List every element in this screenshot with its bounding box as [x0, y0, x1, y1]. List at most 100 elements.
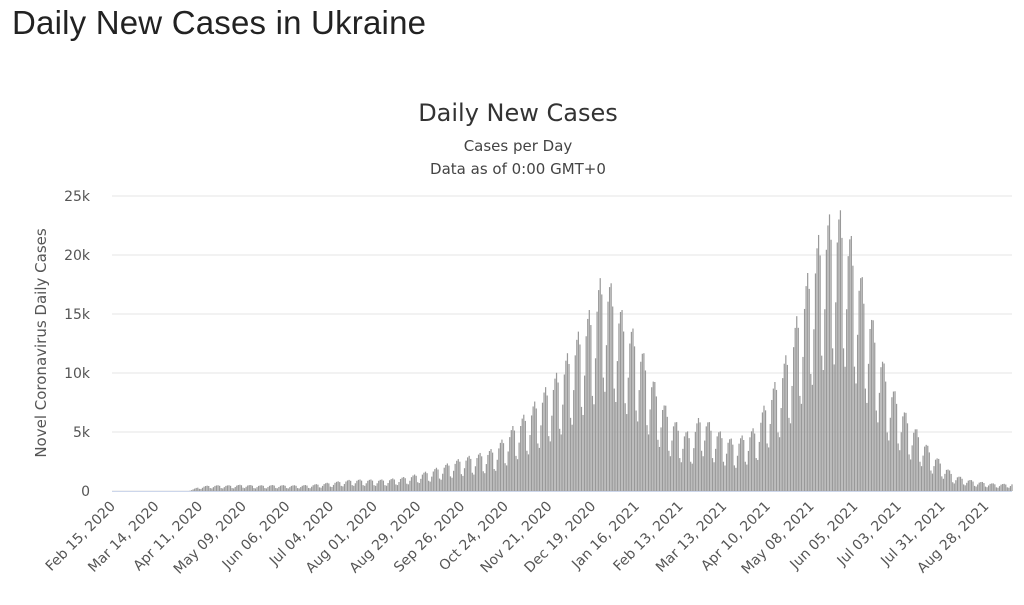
bar — [902, 416, 904, 491]
bar — [835, 302, 837, 491]
bar — [446, 463, 448, 491]
bar — [752, 428, 754, 491]
bar — [928, 452, 930, 491]
bar — [772, 388, 774, 491]
bar — [350, 480, 352, 491]
bar — [491, 452, 494, 491]
bar — [521, 418, 523, 491]
bar — [279, 485, 282, 491]
bar — [967, 480, 969, 491]
bar — [326, 482, 328, 491]
bar — [908, 454, 910, 491]
bar — [215, 485, 218, 491]
y-tick-labels: 0 5k 10k 15k 20k 25k — [64, 189, 91, 500]
bar — [555, 372, 558, 491]
bar — [980, 482, 982, 491]
bar — [226, 485, 229, 491]
bar — [211, 488, 213, 491]
bar — [557, 382, 559, 491]
bar — [543, 392, 545, 491]
bar — [502, 443, 505, 491]
bar — [924, 446, 926, 491]
bar — [1002, 484, 1004, 491]
bar — [353, 485, 355, 491]
bar — [432, 471, 434, 491]
bar — [272, 485, 274, 491]
bar — [1005, 484, 1007, 491]
bar — [403, 477, 405, 491]
bar — [315, 484, 317, 491]
bar — [858, 290, 860, 491]
bar — [849, 239, 851, 491]
bar — [1009, 486, 1012, 491]
bar — [303, 485, 305, 491]
bar — [281, 485, 283, 491]
bar — [251, 485, 253, 491]
bar — [504, 463, 506, 491]
bar — [732, 444, 734, 491]
bar — [389, 480, 391, 491]
bar — [596, 311, 598, 491]
bar — [830, 239, 832, 491]
y-tick-label: 15k — [64, 307, 91, 323]
bar — [282, 485, 285, 491]
bar — [1006, 487, 1008, 491]
bar — [262, 485, 264, 491]
bar — [647, 434, 650, 491]
bar — [329, 486, 331, 491]
bar — [518, 442, 520, 491]
bar — [860, 278, 862, 491]
bar — [930, 470, 932, 491]
bar — [632, 328, 634, 491]
bar — [903, 412, 905, 491]
bar — [339, 482, 341, 491]
bar — [499, 442, 501, 491]
bar — [314, 484, 316, 491]
bar — [727, 442, 729, 491]
bar — [944, 473, 946, 491]
bar — [307, 487, 310, 491]
bar — [332, 484, 335, 491]
bar — [895, 403, 898, 491]
bar — [984, 486, 987, 491]
bar — [864, 388, 866, 491]
bar — [278, 486, 280, 491]
bar — [580, 406, 583, 491]
bar — [774, 382, 776, 491]
bar — [582, 414, 584, 491]
bar — [869, 328, 871, 491]
bar — [245, 486, 247, 491]
bar — [886, 432, 888, 491]
y-tick-label: 10k — [64, 366, 91, 382]
bar — [229, 485, 232, 491]
bar — [757, 459, 759, 491]
bar — [1003, 483, 1005, 491]
bar — [423, 472, 425, 491]
bar — [608, 287, 611, 491]
bar — [415, 475, 417, 491]
bar — [234, 486, 236, 491]
bar — [877, 422, 879, 491]
bar — [381, 479, 383, 491]
bar — [479, 452, 481, 491]
bar — [248, 485, 250, 491]
bar — [563, 374, 565, 491]
bar — [214, 485, 216, 491]
bar — [222, 488, 224, 491]
bar — [545, 387, 547, 491]
bar — [894, 391, 896, 491]
bar — [513, 430, 516, 491]
bar — [842, 348, 845, 491]
bar — [891, 397, 893, 491]
bar — [304, 485, 307, 491]
bar — [201, 487, 204, 491]
bar — [841, 237, 843, 491]
bar — [565, 360, 567, 491]
bar — [821, 355, 823, 491]
bar — [574, 355, 576, 491]
bar — [797, 327, 799, 491]
bar — [599, 278, 601, 491]
bar — [300, 487, 302, 491]
bar — [320, 487, 322, 491]
